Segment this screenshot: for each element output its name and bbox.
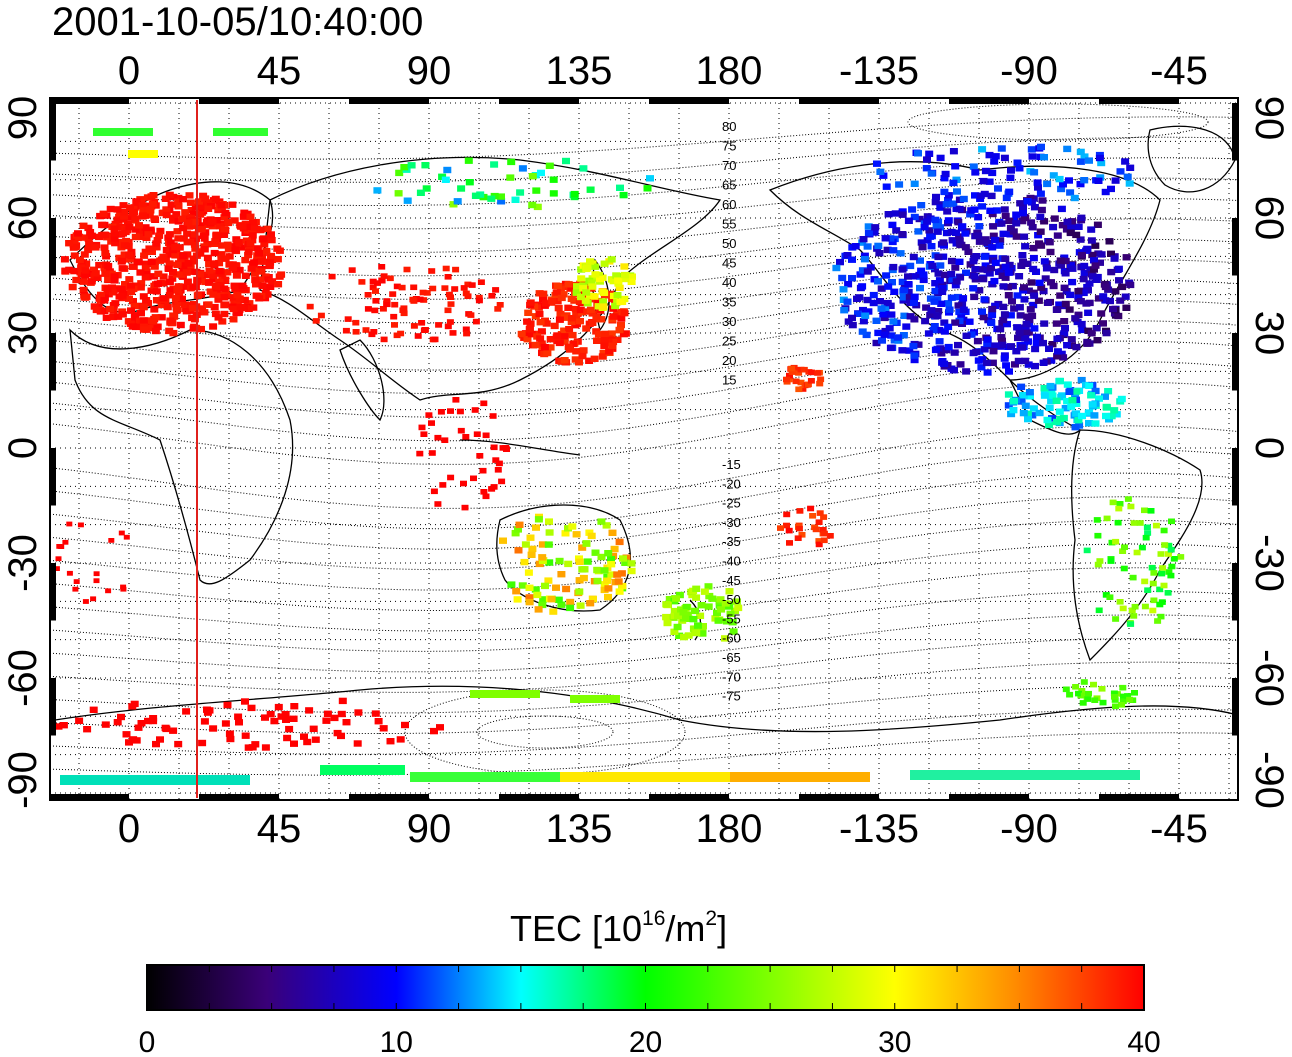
- lon-tick-top: 180: [696, 49, 763, 93]
- lon-tick-top: 0: [118, 49, 140, 93]
- contour-labels: 80 75 70 65 60 55 50 45 40 35 30 25 20 15 -15 -20 -25 -30…: [722, 119, 741, 704]
- colorbar-tick-labels: 0 10 20 30 40: [139, 1026, 1161, 1057]
- contour-label: -55: [722, 611, 741, 626]
- contour-label: -40: [722, 554, 741, 569]
- lon-tick-bottom: 0: [118, 807, 140, 851]
- contour-label: 15: [722, 373, 736, 388]
- lon-tick-top: -45: [1150, 49, 1208, 93]
- lat-tick-right: 60: [1247, 196, 1291, 241]
- frame-ticks: [50, 98, 1238, 800]
- lon-tick-bottom: 135: [546, 807, 613, 851]
- lat-tick-left: 30: [1, 311, 45, 356]
- contour-label: 30: [722, 314, 736, 329]
- lat-tick-left: -90: [1, 751, 45, 809]
- lat-tick-left: -30: [1, 534, 45, 592]
- contour-label: -35: [722, 534, 741, 549]
- contour-label: -70: [722, 669, 741, 684]
- contour-label: -15: [722, 457, 741, 472]
- contour-label: -20: [722, 476, 741, 491]
- lon-tick-bottom: -135: [839, 807, 919, 851]
- colorbar-tick-label: 20: [629, 1026, 662, 1057]
- lat-tick-left: 0: [1, 437, 45, 459]
- lat-tick-right: 0: [1247, 437, 1291, 459]
- contour-label: -25: [722, 496, 741, 511]
- lon-tick-bottom: -90: [1000, 807, 1058, 851]
- lon-tick-top: -90: [1000, 49, 1058, 93]
- contour-label: 65: [722, 178, 736, 193]
- plot-title: 2001-10-05/10:40:00: [52, 0, 424, 44]
- contour-label: -65: [722, 650, 741, 665]
- lon-tick-bottom: 180: [696, 807, 763, 851]
- lat-tick-right: 30: [1247, 311, 1291, 356]
- contour-label: 50: [722, 236, 736, 251]
- contour-label: 35: [722, 295, 736, 310]
- contour-label: 80: [722, 119, 736, 134]
- lon-tick-top: 45: [257, 49, 302, 93]
- contour-label: 55: [722, 217, 736, 232]
- colorbar-title: TEC [1016/m2]: [510, 907, 728, 949]
- contour-label: -50: [722, 592, 741, 607]
- contour-label: 25: [722, 334, 736, 349]
- lon-tick-bottom: -45: [1150, 807, 1208, 851]
- colorbar-tick-label: 30: [878, 1026, 911, 1057]
- lon-axis-top: 0 45 90 135 180 -135 -90 -45: [118, 49, 1208, 93]
- lon-tick-bottom: 90: [407, 807, 452, 851]
- contour-label: -30: [722, 515, 741, 530]
- lat-tick-left: -60: [1, 649, 45, 707]
- contour-label: -75: [722, 689, 741, 704]
- lat-tick-right: 90: [1247, 96, 1291, 141]
- lon-tick-top: 90: [407, 49, 452, 93]
- lat-axis-right: 90 60 30 0 -30 -60 -90: [1247, 96, 1291, 809]
- contour-label: 70: [722, 158, 736, 173]
- lat-tick-left: 90: [1, 96, 45, 141]
- lon-tick-bottom: 45: [257, 807, 302, 851]
- lat-tick-left: 60: [1, 196, 45, 241]
- lon-tick-top: 135: [546, 49, 613, 93]
- lat-tick-right: -30: [1247, 534, 1291, 592]
- lon-axis-bottom: 0 45 90 135 180 -135 -90 -45: [118, 807, 1208, 851]
- lat-tick-right: -90: [1247, 751, 1291, 809]
- lat-axis-left: 90 60 30 0 -30 -60 -90: [1, 96, 45, 809]
- colorbar: [146, 964, 1145, 1011]
- contour-label: 45: [722, 256, 736, 271]
- contour-label: 20: [722, 353, 736, 368]
- colorbar-minor-ticks: [208, 965, 1083, 1010]
- contour-label: 75: [722, 139, 736, 154]
- contour-label: 60: [722, 197, 736, 212]
- contour-label: -60: [722, 631, 741, 646]
- lat-tick-right: -60: [1247, 649, 1291, 707]
- colorbar-tick-label: 10: [380, 1026, 413, 1057]
- colorbar-tick-label: 40: [1127, 1026, 1160, 1057]
- colorbar-tick-label: 0: [139, 1026, 156, 1057]
- contour-label: 40: [722, 275, 736, 290]
- lon-tick-top: -135: [839, 49, 919, 93]
- contour-label: -45: [722, 573, 741, 588]
- tec-data: [53, 128, 1185, 785]
